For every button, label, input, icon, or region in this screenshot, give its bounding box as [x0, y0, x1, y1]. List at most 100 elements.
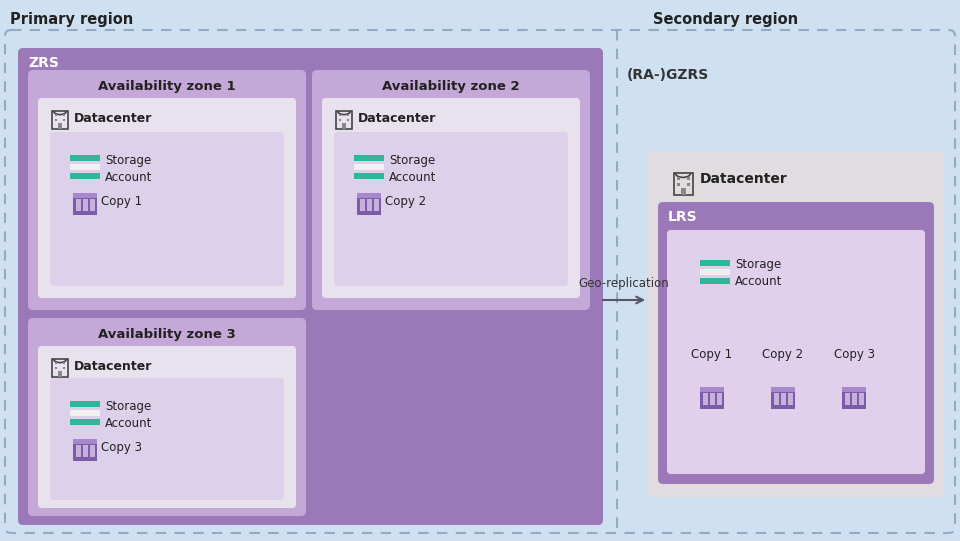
Bar — [70, 164, 100, 170]
Bar — [73, 193, 97, 198]
Bar — [55, 367, 57, 369]
Bar — [90, 199, 95, 211]
Bar — [70, 419, 100, 425]
Bar — [58, 123, 62, 129]
Bar — [55, 362, 57, 364]
Text: Copy 2: Copy 2 — [385, 195, 426, 208]
Text: ZRS: ZRS — [28, 56, 59, 70]
Text: Datacenter: Datacenter — [358, 112, 437, 125]
Bar — [360, 199, 365, 211]
Bar — [63, 367, 65, 369]
Bar — [58, 371, 62, 377]
Bar — [339, 119, 341, 121]
Bar — [357, 193, 381, 215]
Bar — [710, 393, 715, 405]
Bar — [70, 173, 100, 179]
Bar — [700, 387, 724, 392]
Bar — [336, 111, 352, 129]
Bar — [63, 362, 65, 364]
Bar — [781, 393, 786, 405]
Text: Copy 1: Copy 1 — [101, 195, 142, 208]
Text: Availability zone 3: Availability zone 3 — [98, 328, 236, 341]
Bar — [73, 439, 97, 461]
Bar — [354, 173, 384, 179]
Bar — [677, 177, 680, 180]
FancyBboxPatch shape — [667, 230, 925, 474]
Bar — [52, 111, 68, 129]
Text: Availability zone 2: Availability zone 2 — [382, 80, 519, 93]
Bar — [842, 387, 866, 392]
Bar — [677, 183, 680, 186]
Bar — [70, 401, 100, 407]
Text: Availability zone 1: Availability zone 1 — [98, 80, 236, 93]
Bar — [700, 278, 730, 284]
Bar — [374, 199, 379, 211]
Bar — [357, 193, 381, 198]
Bar — [347, 114, 349, 116]
Text: (RA-)GZRS: (RA-)GZRS — [627, 68, 709, 82]
Text: Storage
Account: Storage Account — [105, 154, 153, 184]
Bar — [55, 114, 57, 116]
Bar — [700, 387, 724, 409]
Bar — [717, 393, 722, 405]
Bar — [774, 393, 779, 405]
Text: Datacenter: Datacenter — [74, 360, 153, 373]
Bar — [700, 260, 730, 266]
FancyBboxPatch shape — [38, 98, 296, 298]
Bar — [845, 393, 850, 405]
FancyBboxPatch shape — [28, 318, 306, 516]
FancyBboxPatch shape — [312, 70, 590, 310]
Text: Storage
Account: Storage Account — [105, 400, 153, 430]
Text: Geo-replication: Geo-replication — [579, 277, 669, 290]
Text: Storage
Account: Storage Account — [735, 258, 782, 288]
FancyBboxPatch shape — [322, 98, 580, 298]
Bar — [73, 193, 97, 215]
Text: Copy 3: Copy 3 — [101, 441, 142, 454]
Text: Primary region: Primary region — [10, 12, 133, 27]
Bar — [63, 119, 65, 121]
Text: Datacenter: Datacenter — [74, 112, 153, 125]
FancyBboxPatch shape — [5, 30, 955, 533]
Bar — [367, 199, 372, 211]
FancyBboxPatch shape — [658, 202, 934, 484]
Text: Datacenter: Datacenter — [700, 172, 788, 186]
Bar — [73, 439, 97, 444]
Bar — [63, 114, 65, 116]
Bar — [674, 173, 693, 195]
FancyBboxPatch shape — [38, 346, 296, 508]
Bar — [76, 445, 81, 457]
FancyBboxPatch shape — [50, 378, 284, 500]
Text: Secondary region: Secondary region — [653, 12, 798, 27]
Bar — [52, 359, 68, 377]
Bar — [339, 114, 341, 116]
Bar — [90, 445, 95, 457]
Bar — [70, 155, 100, 161]
FancyBboxPatch shape — [50, 132, 284, 286]
Bar — [83, 199, 88, 211]
Bar — [354, 164, 384, 170]
Text: Storage
Account: Storage Account — [389, 154, 437, 184]
Bar — [687, 177, 690, 180]
FancyBboxPatch shape — [648, 152, 943, 497]
Text: Copy 3: Copy 3 — [833, 348, 875, 361]
Bar — [859, 393, 864, 405]
Bar — [342, 123, 346, 129]
Bar — [842, 387, 866, 409]
FancyBboxPatch shape — [18, 48, 603, 525]
Bar — [347, 119, 349, 121]
Bar — [681, 188, 686, 195]
Bar — [703, 393, 708, 405]
FancyBboxPatch shape — [334, 132, 568, 286]
Bar — [354, 155, 384, 161]
Bar — [70, 410, 100, 416]
Bar — [771, 387, 795, 392]
Text: LRS: LRS — [668, 210, 698, 224]
Bar — [55, 119, 57, 121]
FancyBboxPatch shape — [28, 70, 306, 310]
Bar — [76, 199, 81, 211]
Text: Copy 2: Copy 2 — [762, 348, 804, 361]
Bar — [83, 445, 88, 457]
Bar — [687, 183, 690, 186]
Bar — [771, 387, 795, 409]
Bar — [700, 269, 730, 275]
